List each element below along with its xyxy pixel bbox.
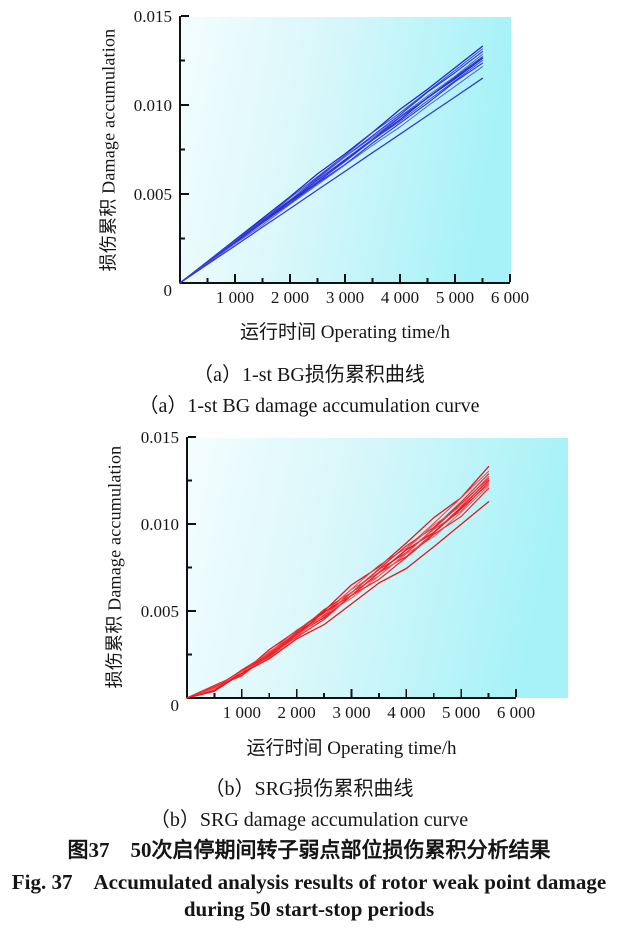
series-line [186, 485, 490, 699]
x-tick-label: 6 000 [491, 288, 529, 307]
y-tick-label: 0.010 [134, 96, 172, 115]
figure-caption-cn: 图37 50次启停期间转子弱点部位损伤累积分析结果 [67, 838, 551, 862]
panel-b-caption-cn: （b）SRG损伤累积曲线 [204, 778, 414, 800]
y-tick-label: 0.015 [134, 7, 172, 26]
series-line [186, 465, 490, 699]
x-tick-label: 2 000 [271, 288, 309, 307]
x-tick-label: 5 000 [442, 703, 480, 722]
panel-a-caption-cn: （a）1-st BG损伤累积曲线 [193, 364, 425, 386]
x-tick-label: 4 000 [387, 703, 425, 722]
plot-area-background [180, 17, 511, 283]
y-tick-label: 0.005 [141, 602, 179, 621]
x-tick-label: 5 000 [436, 288, 474, 307]
y-tick-label: 0.015 [141, 428, 179, 447]
figure-caption-en-line2: during 50 start-stop periods [183, 897, 435, 921]
chart-b-x-axis-title: 运行时间 Operating time/h [246, 738, 457, 759]
panel-b-caption-en: （b）SRG damage accumulation curve [149, 809, 469, 831]
x-tick-label: 2 000 [278, 703, 316, 722]
series-line [179, 62, 484, 284]
chart-a-x-axis-title: 运行时间 Operating time/h [239, 322, 451, 343]
series-line [186, 487, 490, 699]
x-tick-label: 3 000 [326, 288, 364, 307]
panel-a-caption-en: （a）1-st BG damage accumulation curve [138, 395, 480, 417]
x-tick-label: 3 000 [332, 703, 370, 722]
origin-tick-label: 0 [164, 281, 173, 300]
y-tick-label: 0.005 [134, 185, 172, 204]
chart-a-plot: 1 000 2 000 3 000 4 000 5 000 6 000 0.005 0.010… [134, 7, 529, 307]
origin-tick-label: 0 [171, 696, 180, 715]
series-line [179, 66, 483, 284]
chart-b-plot: 1 000 2 000 3 000 4 000 5 000 6 000 0.005 0.010… [141, 428, 568, 722]
x-tick-label: 4 000 [381, 288, 419, 307]
figure-caption-en-line1: Fig. 37 Accumulated analysis results of … [11, 870, 607, 894]
series-line [179, 77, 484, 284]
series-line [186, 501, 490, 699]
x-tick-label: 1 000 [223, 703, 261, 722]
y-tick-label: 0.010 [141, 515, 179, 534]
x-tick-label: 1 000 [216, 288, 254, 307]
x-tick-label: 6 000 [497, 703, 535, 722]
